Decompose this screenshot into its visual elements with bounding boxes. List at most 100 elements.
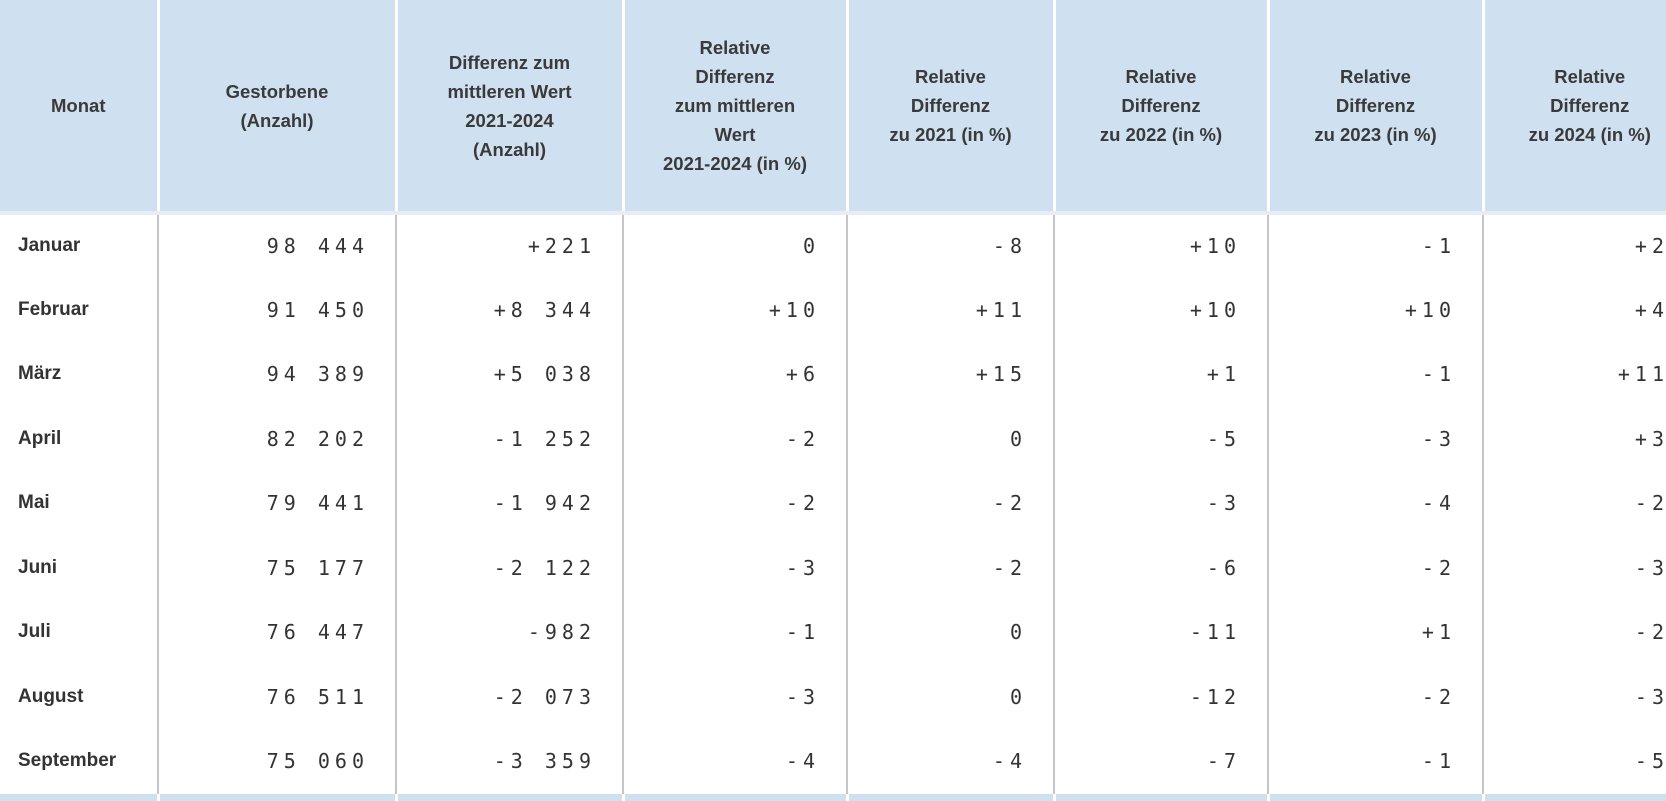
cell-rel-diff-mittel: +10 bbox=[622, 277, 847, 342]
cell-rel-diff-2024: +3 bbox=[1482, 406, 1666, 471]
column-header-monat: Monat bbox=[0, 0, 158, 215]
cell-differenz-anzahl: +8 344 bbox=[395, 277, 623, 342]
cell-gestorbene: 75 177 bbox=[157, 535, 396, 600]
cell-rel-diff-2024: +11 bbox=[1482, 342, 1666, 407]
table-row-juli: Juli 76 447 -982 -1 0 -11 +1 -2 bbox=[0, 600, 1666, 665]
next-header-cell bbox=[1266, 793, 1483, 801]
month-label: August bbox=[18, 685, 84, 707]
cell-gestorbene: 94 389 bbox=[157, 342, 396, 407]
cell-rel-diff-2024: +2 bbox=[1482, 213, 1666, 278]
cell-differenz-anzahl: +5 038 bbox=[395, 342, 623, 407]
cell-gestorbene: 91 450 bbox=[157, 277, 396, 342]
next-header-cell bbox=[394, 793, 623, 801]
cell-rel-diff-2024: -3 bbox=[1482, 664, 1666, 729]
cell-gestorbene: 76 447 bbox=[157, 600, 396, 665]
next-header-cell bbox=[156, 793, 396, 801]
table-row-mai: Mai 79 441 -1 942 -2 -2 -3 -4 -2 bbox=[0, 471, 1666, 536]
column-header-rel-diff-mittel: Relative Differenz zum mittleren Wert 20… bbox=[621, 0, 847, 215]
table-body: Januar 98 444 +221 0 -8 +10 -1 +2 Februa… bbox=[0, 213, 1666, 794]
next-header-cell bbox=[621, 793, 847, 801]
cell-rel-diff-2022: -5 bbox=[1053, 406, 1268, 471]
cell-differenz-anzahl: -2 122 bbox=[395, 535, 623, 600]
cell-rel-diff-mittel: -4 bbox=[622, 729, 847, 794]
cell-rel-diff-2022: +10 bbox=[1053, 277, 1268, 342]
month-label: Januar bbox=[18, 235, 81, 257]
cell-differenz-anzahl: +221 bbox=[395, 213, 623, 278]
next-section-header-strip bbox=[0, 793, 1666, 801]
cell-differenz-anzahl: -1 942 bbox=[395, 471, 623, 536]
month-label: Februar bbox=[18, 298, 89, 320]
table-row-januar: Januar 98 444 +221 0 -8 +10 -1 +2 bbox=[0, 213, 1666, 278]
cell-rel-diff-2021: +15 bbox=[846, 342, 1054, 407]
cell-rel-diff-2022: -6 bbox=[1053, 535, 1268, 600]
table-row-august: August 76 511 -2 073 -3 0 -12 -2 -3 bbox=[0, 664, 1666, 729]
column-header-gestorbene: Gestorbene (Anzahl) bbox=[156, 0, 396, 215]
month-label: April bbox=[18, 427, 62, 449]
cell-rel-diff-2022: -11 bbox=[1053, 600, 1268, 665]
cell-differenz-anzahl: -3 359 bbox=[395, 729, 623, 794]
cell-rel-diff-2023: -2 bbox=[1267, 535, 1483, 600]
cell-gestorbene: 98 444 bbox=[157, 213, 396, 278]
cell-rel-diff-2023: -2 bbox=[1267, 664, 1483, 729]
column-header-differenz-anzahl: Differenz zum mittleren Wert 2021-2024 (… bbox=[394, 0, 623, 215]
cell-rel-diff-2021: +11 bbox=[846, 277, 1054, 342]
next-header-cell bbox=[1481, 793, 1666, 801]
cell-rel-diff-mittel: 0 bbox=[622, 213, 847, 278]
column-header-rel-diff-2021: Relative Differenz zu 2021 (in %) bbox=[845, 0, 1054, 215]
table-header: Monat Gestorbene (Anzahl) Differenz zum … bbox=[0, 0, 1666, 215]
cell-gestorbene: 82 202 bbox=[157, 406, 396, 471]
cell-rel-diff-2024: -2 bbox=[1482, 471, 1666, 536]
cell-rel-diff-mittel: -2 bbox=[622, 406, 847, 471]
next-header-row-clipped bbox=[0, 793, 1666, 801]
cell-rel-diff-2021: -2 bbox=[846, 535, 1054, 600]
column-header-rel-diff-2023: Relative Differenz zu 2023 (in %) bbox=[1266, 0, 1483, 215]
cell-rel-diff-2024: +4 bbox=[1482, 277, 1666, 342]
month-label: Juli bbox=[18, 621, 51, 643]
table-row-september: September 75 060 -3 359 -4 -4 -7 -1 -5 bbox=[0, 729, 1666, 794]
column-header-rel-diff-2024: Relative Differenz zu 2024 (in %) bbox=[1481, 0, 1666, 215]
cell-rel-diff-2024: -5 bbox=[1482, 729, 1666, 794]
month-label: September bbox=[18, 750, 117, 772]
cell-rel-diff-2021: -2 bbox=[846, 471, 1054, 536]
cell-rel-diff-2023: -1 bbox=[1267, 342, 1483, 407]
next-header-cell bbox=[845, 793, 1054, 801]
cell-rel-diff-mittel: -3 bbox=[622, 535, 847, 600]
cell-differenz-anzahl: -2 073 bbox=[395, 664, 623, 729]
cell-rel-diff-2022: +1 bbox=[1053, 342, 1268, 407]
cell-gestorbene: 75 060 bbox=[157, 729, 396, 794]
cell-rel-diff-mittel: -2 bbox=[622, 471, 847, 536]
cell-rel-diff-2021: -4 bbox=[846, 729, 1054, 794]
cell-rel-diff-mittel: -1 bbox=[622, 600, 847, 665]
cell-rel-diff-2024: -3 bbox=[1482, 535, 1666, 600]
cell-rel-diff-2023: -3 bbox=[1267, 406, 1483, 471]
cell-differenz-anzahl: -982 bbox=[395, 600, 623, 665]
cell-rel-diff-2024: -2 bbox=[1482, 600, 1666, 665]
cell-gestorbene: 79 441 bbox=[157, 471, 396, 536]
cell-rel-diff-2023: -4 bbox=[1267, 471, 1483, 536]
next-header-cell bbox=[0, 793, 158, 801]
cell-rel-diff-2022: -12 bbox=[1053, 664, 1268, 729]
cell-rel-diff-2023: +1 bbox=[1267, 600, 1483, 665]
table-row-juni: Juni 75 177 -2 122 -3 -2 -6 -2 -3 bbox=[0, 535, 1666, 600]
cell-rel-diff-mittel: +6 bbox=[622, 342, 847, 407]
month-label: März bbox=[18, 363, 62, 385]
cell-rel-diff-2023: -1 bbox=[1267, 729, 1483, 794]
cell-rel-diff-2021: 0 bbox=[846, 406, 1054, 471]
cell-differenz-anzahl: -1 252 bbox=[395, 406, 623, 471]
header-row: Monat Gestorbene (Anzahl) Differenz zum … bbox=[0, 0, 1666, 215]
cell-rel-diff-mittel: -3 bbox=[622, 664, 847, 729]
table-row-februar: Februar 91 450 +8 344 +10 +11 +10 +10 +4 bbox=[0, 277, 1666, 342]
next-header-cell bbox=[1052, 793, 1268, 801]
cell-rel-diff-2022: -7 bbox=[1053, 729, 1268, 794]
table-row-maerz: März 94 389 +5 038 +6 +15 +1 -1 +11 bbox=[0, 342, 1666, 407]
cell-rel-diff-2021: 0 bbox=[846, 600, 1054, 665]
table-row-april: April 82 202 -1 252 -2 0 -5 -3 +3 bbox=[0, 406, 1666, 471]
column-header-rel-diff-2022: Relative Differenz zu 2022 (in %) bbox=[1052, 0, 1268, 215]
cell-rel-diff-2023: +10 bbox=[1267, 277, 1483, 342]
cell-rel-diff-2022: -3 bbox=[1053, 471, 1268, 536]
month-label: Juni bbox=[18, 556, 58, 578]
month-label: Mai bbox=[18, 492, 50, 514]
cell-rel-diff-2021: -8 bbox=[846, 213, 1054, 278]
